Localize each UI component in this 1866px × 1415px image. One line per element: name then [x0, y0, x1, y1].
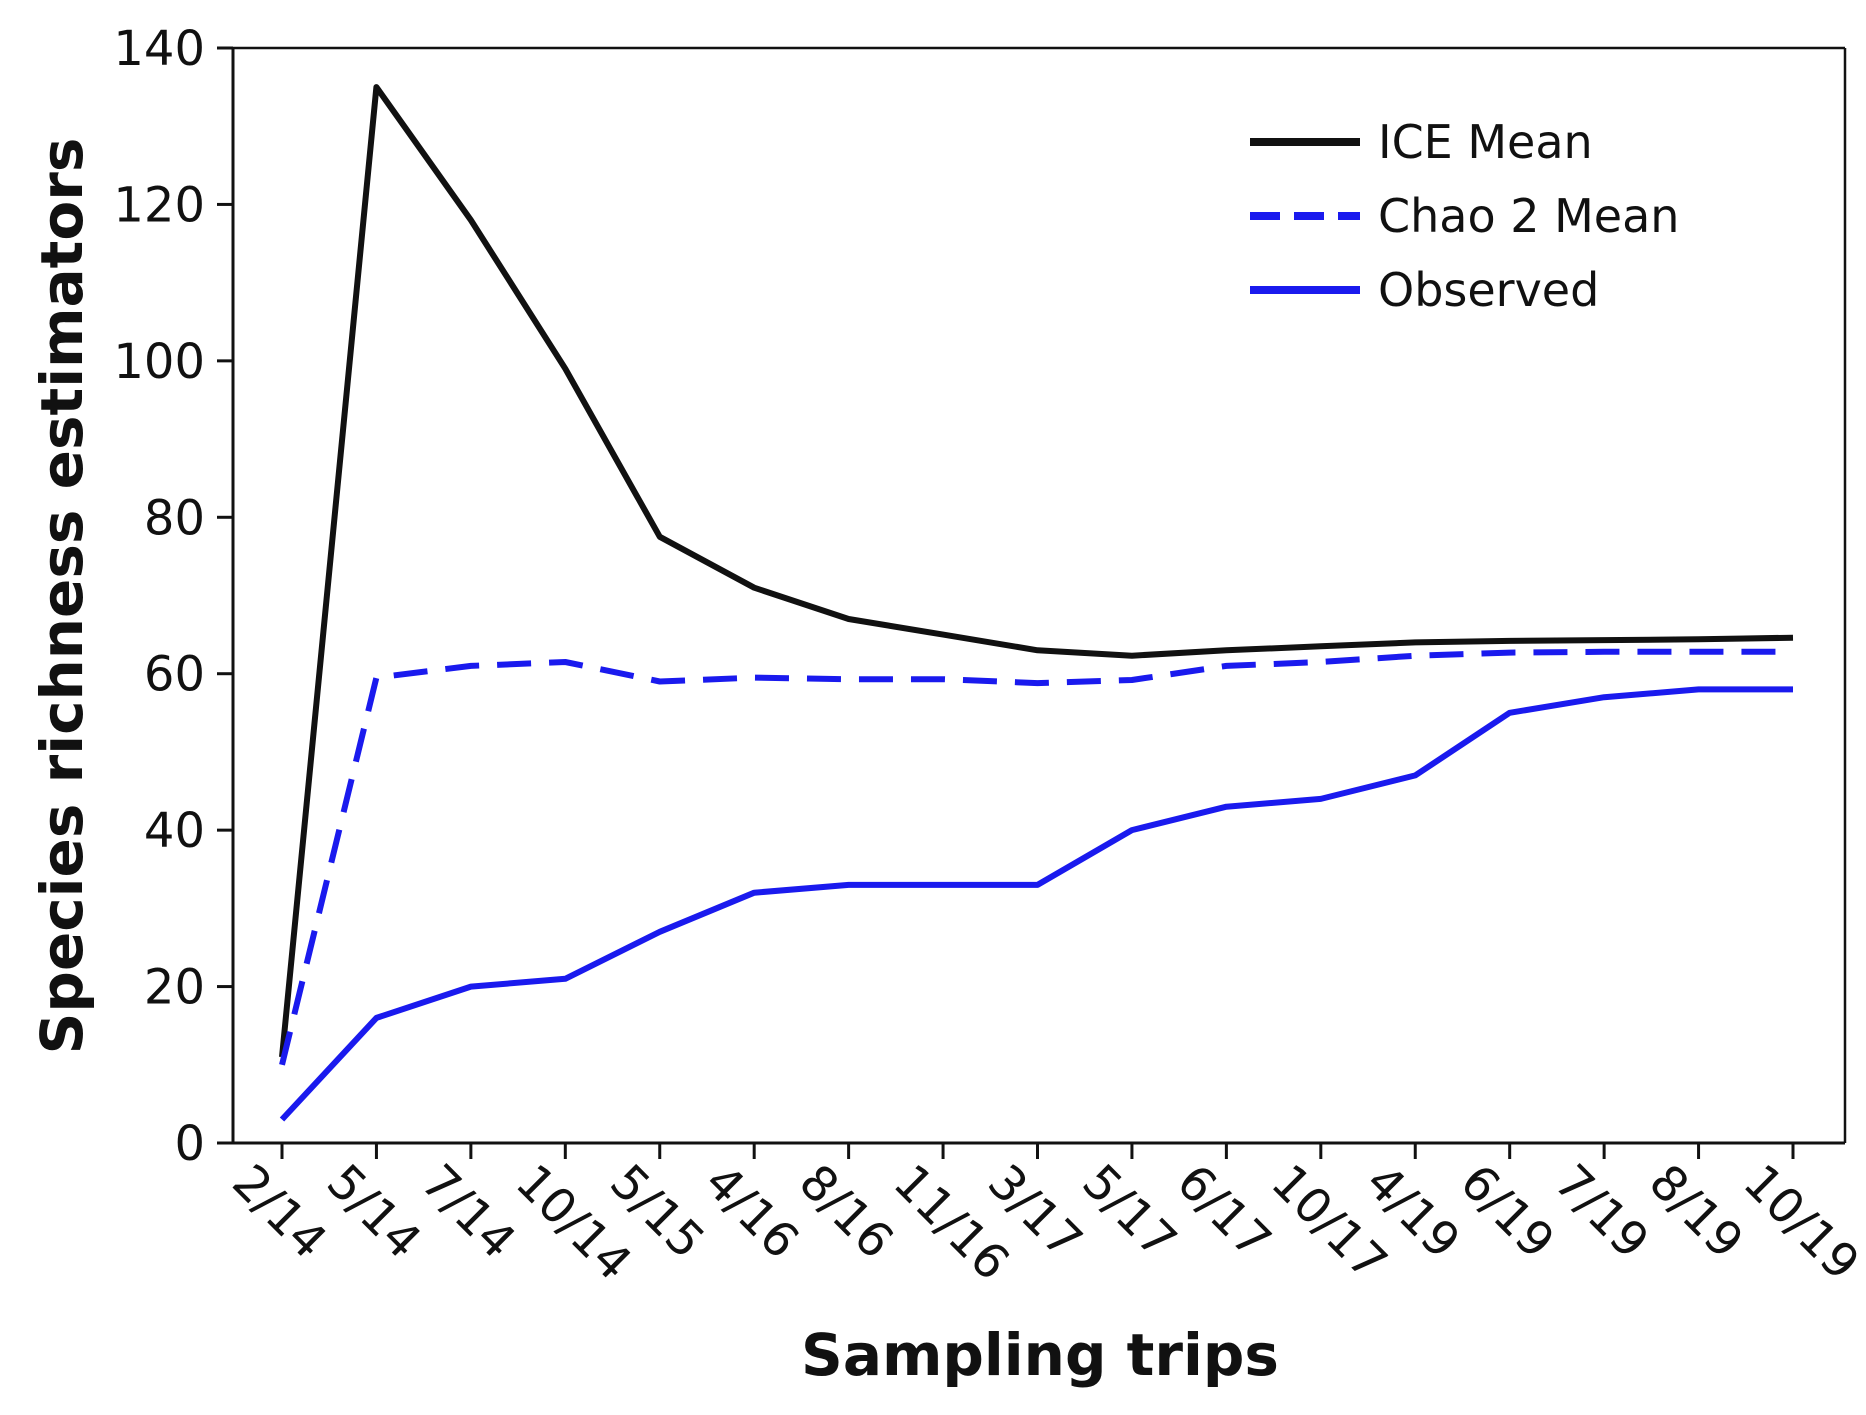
series-layer — [279, 84, 1794, 1122]
y-tick-label: 140 — [113, 21, 205, 77]
y-tick-label: 40 — [144, 803, 205, 859]
series-line-ice-mean — [279, 84, 1794, 1058]
y-tick-label: 80 — [144, 490, 205, 546]
legend-label-ice-mean: ICE Mean — [1378, 115, 1593, 169]
series-line-observed — [279, 686, 1793, 1122]
y-axis-title: Species richness estimators — [28, 138, 96, 1055]
legend-label-observed: Observed — [1378, 263, 1599, 317]
y-tick-label: 0 — [174, 1116, 205, 1172]
y-tick-label: 120 — [113, 177, 205, 233]
y-tick-label: 20 — [144, 960, 205, 1016]
series-line-chao-2-mean — [279, 648, 1793, 1066]
y-axis-ticks: 0 20 40 60 80 100 120 140 — [113, 21, 233, 1172]
x-axis-title: Sampling trips — [801, 1321, 1279, 1389]
y-tick-label: 60 — [144, 647, 205, 703]
legend-label-chao-2-mean: Chao 2 Mean — [1378, 189, 1679, 243]
legend: ICE Mean Chao 2 Mean Observed — [1250, 115, 1679, 317]
y-tick-label: 100 — [113, 334, 205, 390]
